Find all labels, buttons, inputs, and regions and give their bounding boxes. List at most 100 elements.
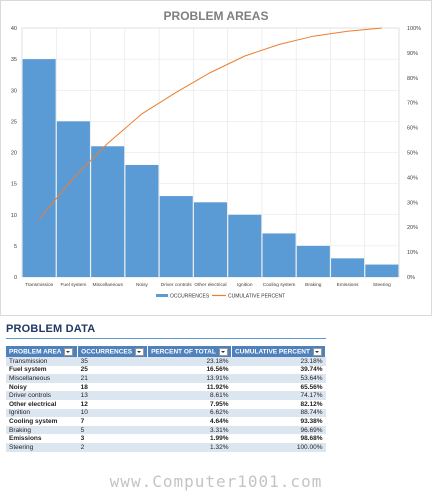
cell-cumulative-percent[interactable]: 96.69%: [231, 425, 326, 435]
x-tick-label: Miscellaneous: [92, 282, 123, 288]
cell-percent-of-total[interactable]: 3.31%: [147, 425, 232, 435]
table-header-row: PROBLEM AREA OCCURRENCES PERCENT OF TOTA…: [6, 346, 327, 357]
x-tick-label: Driver controls: [161, 282, 193, 288]
cumulative-percent-line: [38, 27, 382, 220]
cell-percent-of-total[interactable]: 23.18%: [147, 357, 232, 366]
bar-braking: [296, 245, 330, 277]
table-row: Driver controls 13 8.61% 74.17%: [6, 391, 326, 400]
cell-percent-of-total[interactable]: 16.56%: [147, 365, 232, 375]
cell-occurrences[interactable]: 10: [77, 408, 148, 418]
cell-percent-of-total[interactable]: 11.92%: [147, 382, 232, 392]
cell-occurrences[interactable]: 35: [77, 357, 148, 366]
table-title-divider: [6, 338, 326, 339]
cell-percent-of-total[interactable]: 7.95%: [147, 399, 232, 409]
x-tick-label: Transmission: [25, 282, 54, 288]
problem-data-table: PROBLEM AREA OCCURRENCES PERCENT OF TOTA…: [6, 346, 327, 452]
table-row: Noisy 18 11.92% 65.56%: [6, 382, 326, 392]
bar-ignition: [228, 214, 262, 277]
cell-problem-area[interactable]: Emissions: [6, 434, 78, 443]
x-tick-label: Steering: [373, 282, 391, 288]
cell-cumulative-percent[interactable]: 98.68%: [231, 434, 326, 443]
table-row: Cooling system 7 4.64% 93.38%: [6, 417, 326, 426]
table-row: Steering 2 1.32% 100.00%: [6, 442, 326, 452]
cell-problem-area[interactable]: Noisy: [6, 382, 78, 392]
filter-dropdown-icon[interactable]: [64, 347, 74, 356]
chart-title: PROBLEM AREAS: [164, 9, 269, 23]
cell-cumulative-percent[interactable]: 88.74%: [231, 408, 326, 418]
header-cumulative-percent[interactable]: CUMULATIVE PERCENT: [231, 346, 327, 357]
bar-fuel-system: [56, 121, 90, 277]
cell-percent-of-total[interactable]: 6.62%: [147, 408, 232, 418]
cell-occurrences[interactable]: 18: [77, 382, 148, 392]
cell-cumulative-percent[interactable]: 39.74%: [231, 365, 326, 375]
cell-cumulative-percent[interactable]: 65.56%: [231, 382, 326, 392]
cell-problem-area[interactable]: Cooling system: [6, 417, 78, 426]
bar-miscellaneous: [91, 146, 125, 277]
y2-tick-label: 50%: [407, 151, 418, 157]
y-tick-label: 10: [11, 213, 17, 219]
cell-occurrences[interactable]: 25: [77, 365, 148, 375]
cell-problem-area[interactable]: Miscellaneous: [6, 374, 78, 383]
y-tick-label: 15: [11, 182, 17, 188]
cell-problem-area[interactable]: Fuel system: [6, 365, 78, 375]
table-row: Fuel system 25 16.56% 39.74%: [6, 365, 326, 375]
filter-dropdown-icon[interactable]: [218, 347, 228, 356]
cell-problem-area[interactable]: Transmission: [6, 357, 78, 366]
chart-legend: OCCURRENCES CUMULATIVE PERCENT: [156, 294, 285, 300]
table-row: Braking 5 3.31% 96.69%: [6, 425, 326, 435]
cell-problem-area[interactable]: Braking: [6, 425, 78, 435]
cell-percent-of-total[interactable]: 8.61%: [147, 391, 232, 400]
x-tick-label: Ignition: [237, 282, 253, 288]
bar-cooling-system: [262, 233, 296, 277]
cell-problem-area[interactable]: Ignition: [6, 408, 78, 418]
pareto-chart: PROBLEM AREAS 0 5 10 15 20 25 30 35 40 0% 10% 20% 3…: [0, 0, 432, 316]
cell-occurrences[interactable]: 12: [77, 399, 148, 409]
legend-swatch-occurrences: [156, 294, 168, 297]
cell-cumulative-percent[interactable]: 53.64%: [231, 374, 326, 383]
table-row: Transmission 35 23.18% 23.18%: [6, 357, 326, 366]
y2-tick-label: 20%: [407, 225, 418, 231]
y2-tick-label: 30%: [407, 200, 418, 206]
cell-cumulative-percent[interactable]: 23.18%: [231, 357, 326, 366]
header-occurrences[interactable]: OCCURRENCES: [77, 346, 149, 357]
cell-percent-of-total[interactable]: 1.99%: [147, 434, 232, 443]
cell-percent-of-total[interactable]: 1.32%: [147, 442, 232, 452]
y2-tick-label: 90%: [407, 51, 418, 57]
filter-dropdown-icon[interactable]: [312, 347, 322, 356]
cell-problem-area[interactable]: Steering: [6, 442, 78, 452]
x-tick-label: Cooling system: [263, 282, 296, 288]
cell-cumulative-percent[interactable]: 82.12%: [231, 399, 326, 409]
cell-occurrences[interactable]: 21: [77, 374, 148, 383]
cell-percent-of-total[interactable]: 4.64%: [147, 417, 232, 426]
filter-dropdown-icon[interactable]: [135, 347, 145, 356]
table-title: PROBLEM DATA: [6, 323, 96, 335]
y2-tick-label: 100%: [407, 26, 421, 32]
table-row: Ignition 10 6.62% 88.74%: [6, 408, 326, 418]
cell-cumulative-percent[interactable]: 93.38%: [231, 417, 326, 426]
y-tick-label: 30: [11, 88, 17, 94]
bar-noisy: [125, 164, 159, 277]
cell-occurrences[interactable]: 7: [77, 417, 148, 426]
y2-tick-label: 70%: [407, 101, 418, 107]
cell-occurrences[interactable]: 13: [77, 391, 148, 400]
x-tick-label: Fuel system: [60, 282, 86, 288]
table-row: Emissions 3 1.99% 98.68%: [6, 434, 326, 443]
cell-occurrences[interactable]: 3: [77, 434, 148, 443]
y2-tick-label: 10%: [407, 250, 418, 256]
cell-occurrences[interactable]: 5: [77, 425, 148, 435]
y-tick-label: 5: [14, 244, 17, 250]
table-row: Miscellaneous 21 13.91% 53.64%: [6, 374, 326, 383]
legend-label-occurrences: OCCURRENCES: [170, 294, 210, 300]
x-tick-label: Other electrical: [194, 282, 226, 288]
cell-percent-of-total[interactable]: 13.91%: [147, 374, 232, 383]
header-percent-of-total[interactable]: PERCENT OF TOTAL: [147, 346, 232, 357]
cell-cumulative-percent[interactable]: 74.17%: [231, 391, 326, 400]
header-problem-area[interactable]: PROBLEM AREA: [6, 346, 79, 357]
legend-label-cumulative-percent: CUMULATIVE PERCENT: [228, 294, 285, 300]
cell-problem-area[interactable]: Other electrical: [6, 399, 78, 409]
cell-cumulative-percent[interactable]: 100.00%: [231, 442, 326, 452]
bar-driver-controls: [159, 196, 193, 277]
cell-problem-area[interactable]: Driver controls: [6, 391, 78, 400]
cell-occurrences[interactable]: 2: [77, 442, 148, 452]
bar-transmission: [22, 59, 56, 277]
